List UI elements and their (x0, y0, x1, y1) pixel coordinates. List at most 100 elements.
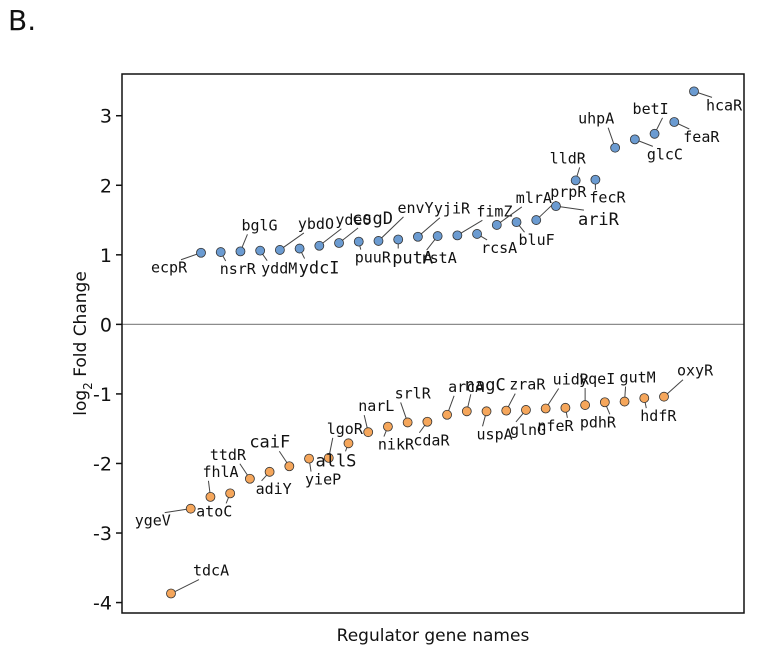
up-label-hcaR: hcaR (706, 96, 743, 114)
up-label-prpR: prpR (550, 183, 587, 201)
down-point-gutM (619, 396, 630, 407)
up-point-betI (649, 128, 660, 139)
y-axis-title-rest: Fold Change (71, 271, 91, 382)
up-point-bluF (511, 217, 522, 228)
up-point-ybdO (274, 245, 285, 255)
up-label-bluF: bluF (519, 231, 555, 249)
down-label-zraR: zraR (509, 376, 546, 394)
up-label-putA: putA (392, 249, 433, 269)
down-point-ygeV (185, 503, 196, 514)
down-label-ttdR: ttdR (210, 446, 247, 464)
up-label-fimZ: fimZ (476, 202, 512, 220)
down-label-yqeI: yqeI (579, 370, 615, 388)
up-point-hcaR (689, 86, 699, 97)
up-label-mlrA: mlrA (516, 189, 552, 207)
up-label-lldR: lldR (550, 149, 587, 167)
y-tick-label: -1 (93, 384, 112, 406)
down-point-atoC (225, 488, 236, 499)
down-label-arcA: arcA (448, 378, 484, 396)
down-point-caiF (284, 461, 295, 472)
y-tick-label: 1 (100, 245, 112, 267)
up-label-uhpA: uhpA (578, 110, 614, 128)
up-point-rstA (432, 231, 443, 241)
down-label-glnG: glnG (510, 421, 546, 439)
y-axis-title-base: 2 (81, 382, 95, 390)
up-point-csgD (334, 238, 344, 248)
down-point-cdaR (422, 416, 433, 427)
up-label-rcsA: rcsA (481, 239, 517, 257)
down-label-adiY: adiY (256, 480, 292, 498)
up-label-bglG: bglG (241, 216, 277, 234)
up-leader-line (496, 206, 523, 226)
up-point-envY (373, 236, 384, 246)
up-point-mlrA (491, 220, 502, 230)
y-tick-label: -4 (93, 593, 112, 615)
up-point-fecR (590, 174, 601, 185)
down-point-ttdR (244, 473, 255, 484)
y-tick-label: -2 (93, 453, 112, 475)
up-label-rstA: rstA (421, 249, 457, 267)
down-label-ygeV: ygeV (135, 512, 171, 530)
down-point-nfeR (560, 402, 571, 413)
up-point-ydeO (314, 240, 325, 251)
up-label-nsrR: nsrR (220, 260, 257, 278)
y-axis: 3 2 1 0 -1 -2 -3 -4 (93, 106, 122, 615)
down-point-pdhR (599, 397, 610, 408)
up-point-prpR (531, 215, 542, 225)
down-point-zraR (501, 405, 512, 416)
up-leader-line (279, 232, 305, 251)
up-label-fecR: fecR (589, 189, 626, 207)
up-label-ariR: ariR (578, 210, 620, 230)
down-label-atoC: atoC (196, 502, 232, 520)
down-label-narL: narL (358, 397, 394, 415)
up-label-envY: envY (397, 199, 433, 217)
down-point-nikR (383, 421, 393, 432)
down-label-caiF: caiF (249, 432, 290, 452)
down-label-pdhR: pdhR (580, 413, 617, 431)
down-point-oxyR (659, 391, 669, 402)
x-axis-title: Regulator gene names (337, 626, 530, 646)
down-point-yieP (304, 453, 314, 464)
panel-label: B. (8, 4, 37, 37)
down-point-lgoR (323, 453, 334, 463)
down-label-srlR: srlR (395, 384, 432, 402)
up-label-puuR: puuR (355, 249, 392, 267)
down-label-cdaR: cdaR (413, 432, 450, 450)
up-label-glcC: glcC (647, 145, 683, 163)
down-point-glnG (521, 405, 531, 415)
up-point-ydcI (294, 243, 305, 254)
down-label-uspA: uspA (477, 425, 513, 443)
down-point-fhlA (205, 491, 216, 502)
y-tick-label: -3 (93, 523, 112, 545)
down-point-tdcA (166, 588, 176, 599)
up-leader-line (378, 216, 404, 242)
up-point-putA (393, 234, 404, 245)
down-point-nagC (461, 406, 472, 417)
down-label-gutM: gutM (620, 369, 656, 387)
down-point-hdfR (639, 393, 650, 403)
down-label-nikR: nikR (378, 436, 415, 454)
up-label-yddM: yddM (261, 260, 297, 278)
up-label-yjiR: yjiR (434, 200, 471, 218)
down-label-allS: allS (315, 451, 356, 471)
down-label-tdcA: tdcA (193, 562, 229, 580)
up-point-fimZ (452, 230, 463, 241)
up-point-yjiR (413, 231, 423, 242)
up-point-lldR (570, 175, 581, 186)
up-point-ariR (551, 201, 561, 212)
down-label-yieP: yieP (305, 471, 341, 489)
up-label-ydcI: ydcI (299, 259, 340, 279)
down-point-yqeI (580, 400, 591, 410)
down-label-oxyR: oxyR (677, 362, 714, 380)
up-point-ecpR (196, 247, 206, 258)
down-label-nagC: nagC (465, 375, 506, 395)
up-label-ecpR: ecpR (151, 259, 188, 277)
down-point-uspA (481, 406, 492, 417)
down-point-narL (363, 427, 374, 438)
down-label-uidR: uidR (553, 371, 590, 389)
down-label-lgoR: lgoR (327, 420, 364, 438)
down-label-fhlA: fhlA (202, 463, 238, 481)
y-tick-label: 0 (100, 314, 112, 336)
